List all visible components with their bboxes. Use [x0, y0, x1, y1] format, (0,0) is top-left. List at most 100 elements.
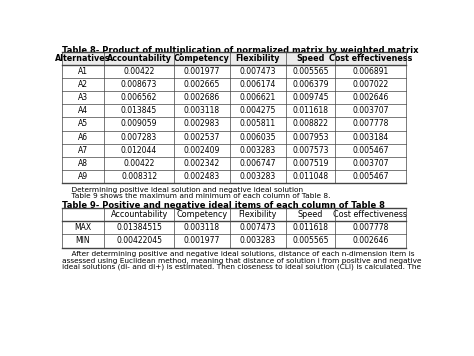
Text: 0.003283: 0.003283 — [239, 236, 276, 246]
Text: 0.00422: 0.00422 — [123, 159, 155, 168]
Bar — [104, 131, 174, 143]
Text: 0.008673: 0.008673 — [121, 80, 157, 89]
Bar — [335, 52, 406, 65]
Text: 0.005565: 0.005565 — [292, 236, 328, 246]
Text: 0.009059: 0.009059 — [121, 120, 157, 129]
Bar — [174, 65, 230, 78]
Bar — [285, 143, 335, 157]
Bar — [62, 117, 104, 131]
Text: 0.004275: 0.004275 — [239, 106, 276, 115]
Text: assessed using Euclidean method, meaning that distance of solution i from positi: assessed using Euclidean method, meaning… — [62, 257, 421, 263]
Text: 0.006747: 0.006747 — [239, 159, 276, 168]
Bar — [62, 78, 104, 91]
Bar — [174, 170, 230, 183]
Bar — [62, 65, 104, 78]
Text: 0.003118: 0.003118 — [184, 106, 220, 115]
Text: 0.007473: 0.007473 — [239, 67, 276, 76]
Bar — [285, 117, 335, 131]
Bar — [230, 65, 285, 78]
Text: 0.003184: 0.003184 — [352, 132, 389, 142]
Bar — [285, 221, 335, 235]
Bar — [335, 170, 406, 183]
Bar — [230, 91, 285, 104]
Bar — [174, 157, 230, 170]
Text: 0.001977: 0.001977 — [183, 67, 220, 76]
Bar — [230, 52, 285, 65]
Text: 0.002646: 0.002646 — [352, 93, 389, 102]
Text: 0.007519: 0.007519 — [292, 159, 328, 168]
Bar — [230, 143, 285, 157]
Bar — [230, 78, 285, 91]
Text: 0.002665: 0.002665 — [183, 80, 220, 89]
Text: 0.00422: 0.00422 — [123, 67, 155, 76]
Bar — [62, 91, 104, 104]
Bar — [230, 117, 285, 131]
Text: 0.003707: 0.003707 — [352, 106, 389, 115]
Bar — [174, 91, 230, 104]
Bar — [174, 131, 230, 143]
Text: Table 8- Product of multiplication of normalized matrix by weighted matrix: Table 8- Product of multiplication of no… — [62, 46, 418, 55]
Text: 0.002983: 0.002983 — [184, 120, 220, 129]
Bar — [104, 117, 174, 131]
Text: 0.011048: 0.011048 — [292, 172, 328, 181]
Text: 0.009745: 0.009745 — [292, 93, 328, 102]
Bar — [62, 143, 104, 157]
Bar — [285, 208, 335, 221]
Text: A6: A6 — [78, 132, 88, 142]
Text: 0.002409: 0.002409 — [183, 146, 220, 155]
Text: 0.007283: 0.007283 — [121, 132, 157, 142]
Bar — [285, 65, 335, 78]
Text: 0.007953: 0.007953 — [292, 132, 328, 142]
Text: 0.007778: 0.007778 — [352, 120, 389, 129]
Text: A9: A9 — [78, 172, 88, 181]
Text: 0.002686: 0.002686 — [184, 93, 220, 102]
Text: 0.006562: 0.006562 — [121, 93, 157, 102]
Bar — [230, 221, 285, 235]
Bar — [62, 208, 104, 221]
Text: 0.007473: 0.007473 — [239, 224, 276, 232]
Bar — [104, 143, 174, 157]
Bar — [174, 117, 230, 131]
Text: 0.002483: 0.002483 — [184, 172, 220, 181]
Text: 0.006174: 0.006174 — [239, 80, 276, 89]
Text: 0.008312: 0.008312 — [121, 172, 157, 181]
Text: A5: A5 — [78, 120, 88, 129]
Bar — [335, 117, 406, 131]
Text: 0.013845: 0.013845 — [121, 106, 157, 115]
Text: 0.01384515: 0.01384515 — [116, 224, 162, 232]
Bar — [230, 170, 285, 183]
Bar — [335, 157, 406, 170]
Bar — [62, 131, 104, 143]
Text: Accountability: Accountability — [110, 210, 168, 219]
Text: A3: A3 — [78, 93, 88, 102]
Bar — [62, 52, 104, 65]
Bar — [104, 78, 174, 91]
Bar — [335, 235, 406, 247]
Text: Competency: Competency — [174, 54, 230, 63]
Bar — [285, 170, 335, 183]
Text: 0.002646: 0.002646 — [352, 236, 389, 246]
Text: 0.011618: 0.011618 — [292, 224, 328, 232]
Text: 0.007022: 0.007022 — [352, 80, 389, 89]
Text: Speed: Speed — [296, 54, 325, 63]
Bar — [335, 91, 406, 104]
Bar — [104, 91, 174, 104]
Bar — [174, 221, 230, 235]
Bar — [104, 104, 174, 117]
Bar — [174, 235, 230, 247]
Text: 0.001977: 0.001977 — [183, 236, 220, 246]
Text: 0.007573: 0.007573 — [292, 146, 328, 155]
Bar — [62, 221, 104, 235]
Text: 0.003118: 0.003118 — [184, 224, 220, 232]
Bar — [104, 221, 174, 235]
Bar — [285, 157, 335, 170]
Bar — [62, 235, 104, 247]
Text: MAX: MAX — [74, 224, 91, 232]
Text: Cost effectiveness: Cost effectiveness — [333, 210, 408, 219]
Bar — [335, 143, 406, 157]
Text: 0.003707: 0.003707 — [352, 159, 389, 168]
Bar — [174, 104, 230, 117]
Text: 0.005565: 0.005565 — [292, 67, 328, 76]
Bar — [285, 91, 335, 104]
Text: A8: A8 — [78, 159, 88, 168]
